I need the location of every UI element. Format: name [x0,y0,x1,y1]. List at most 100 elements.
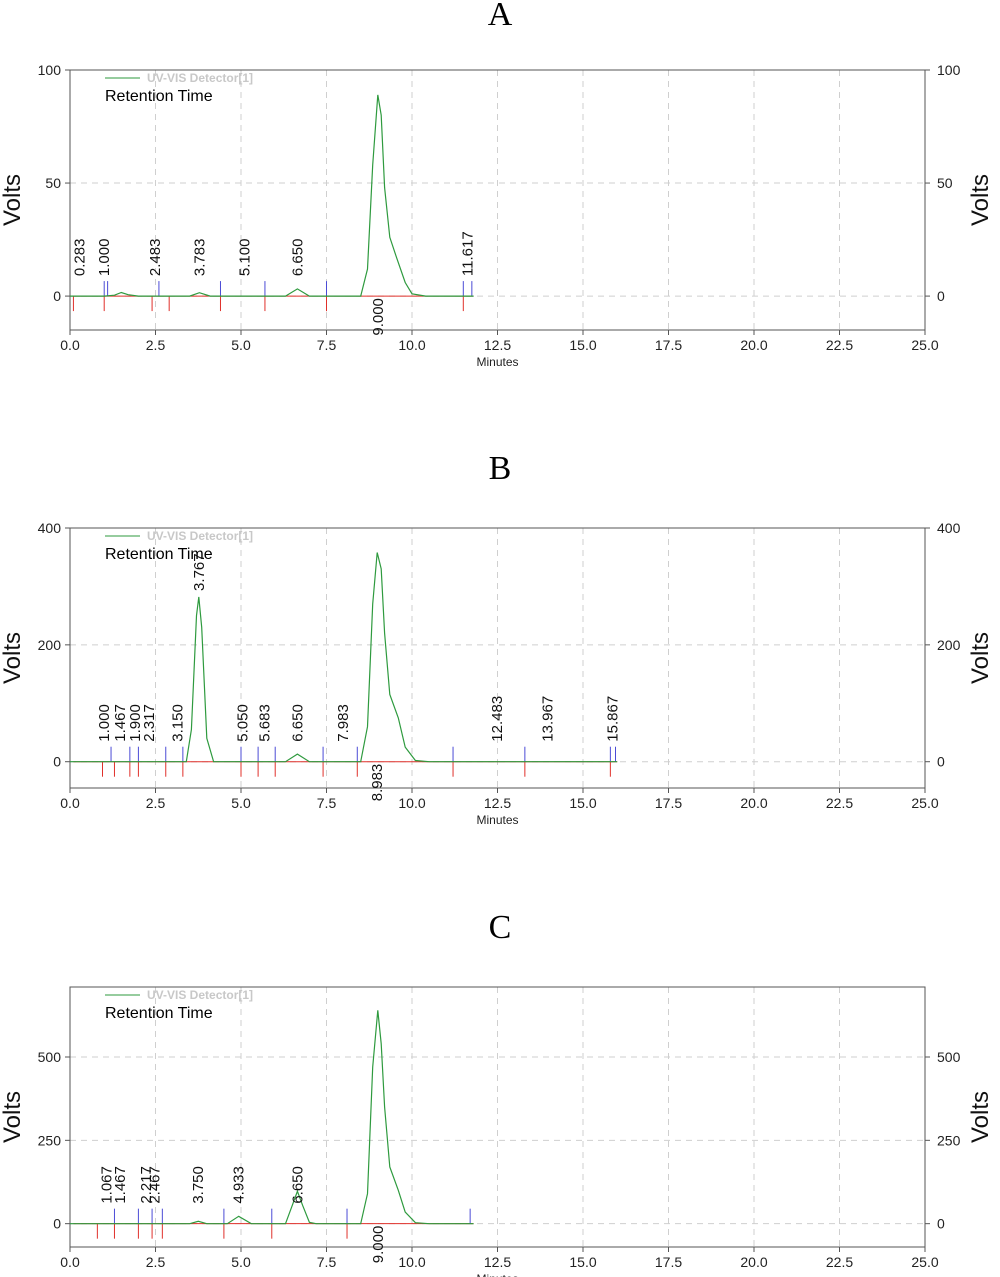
x-tick-label: 12.5 [484,1254,511,1270]
y-axis-label-left: Volts [0,174,26,226]
x-tick-label: 0.0 [60,1254,80,1270]
peak-retention-label: 2.483 [147,239,164,277]
retention-time-label: Retention Time [105,546,213,563]
y-tick-label-right: 250 [937,1132,961,1148]
x-tick-label: 25.0 [911,337,938,353]
peak-retention-label: 1.067 [98,1166,115,1204]
peak-retention-label: 9.000 [370,1226,387,1264]
peak-retention-label: 1.900 [127,704,144,742]
peak-retention-label: 1.000 [96,704,113,742]
x-tick-label: 7.5 [317,795,337,811]
x-axis-label: Minutes [476,355,518,369]
y-tick-label-left: 500 [38,1049,62,1065]
x-tick-label: 5.0 [231,1254,251,1270]
peak-retention-label: 6.650 [289,704,306,742]
chromatogram-trace [70,94,474,297]
peak-retention-label: 1.467 [112,1166,129,1204]
retention-time-label: Retention Time [105,1005,213,1022]
x-tick-label: 2.5 [146,337,166,353]
peak-retention-label: 0.283 [72,239,89,277]
x-tick-label: 15.0 [569,1254,596,1270]
y-tick-label-right: 0 [937,754,945,770]
y-tick-label-right: 0 [937,288,945,304]
y-tick-label-left: 100 [38,62,62,78]
peak-retention-label: 1.467 [112,704,129,742]
y-tick-label-right: 200 [937,637,961,653]
y-tick-label-right: 500 [937,1049,961,1065]
peak-retention-label: 2.317 [141,704,158,742]
x-tick-label: 17.5 [655,795,682,811]
peak-retention-label: 11.617 [459,231,476,276]
x-tick-label: 5.0 [231,337,251,353]
peak-retention-label: 3.783 [191,239,208,277]
x-tick-label: 25.0 [911,1254,938,1270]
x-tick-label: 10.0 [398,795,425,811]
peak-retention-label: 4.933 [231,1166,248,1204]
peak-retention-label: 9.000 [370,298,387,336]
peak-retention-label: 15.867 [605,696,622,742]
x-tick-label: 22.5 [826,337,853,353]
legend-label: UV-VIS Detector[1] [147,529,253,543]
peak-retention-label: 1.000 [96,239,113,277]
x-tick-label: 17.5 [655,1254,682,1270]
peak-retention-label: 3.150 [170,704,187,742]
x-tick-label: 10.0 [398,1254,425,1270]
y-axis-label-left: Volts [0,1091,26,1143]
chromatogram-a: 0.0 2.5 5.0 7.5 10.0 12.5 15.0 17.5 20.0 22.5 25.0… [0,62,994,369]
chromatogram-b: 0.0 2.5 5.0 7.5 10.0 12.5 15.0 17.5 20.0 22.5 25.0… [0,520,994,827]
y-tick-label-left: 0 [53,288,61,304]
x-tick-label: 22.5 [826,795,853,811]
peak-retention-label: 5.683 [256,704,273,742]
x-tick-label: 15.0 [569,337,596,353]
x-tick-label: 10.0 [398,337,425,353]
y-tick-label-left: 250 [38,1132,62,1148]
x-axis-label: Minutes [476,813,518,827]
y-tick-label-right: 0 [937,1216,945,1232]
x-tick-label: 20.0 [740,337,767,353]
peak-retention-label: 3.767 [191,553,208,591]
y-tick-label-left: 0 [53,754,61,770]
peak-retention-label: 7.983 [335,704,352,742]
peak-retention-label: 13.967 [540,696,557,742]
y-tick-label-left: 200 [38,637,62,653]
x-axis-label: Minutes [476,1272,518,1277]
x-tick-label: 17.5 [655,337,682,353]
x-tick-label: 7.5 [317,337,337,353]
peak-retention-label: 5.100 [236,239,253,277]
x-tick-label: 2.5 [146,1254,166,1270]
y-axis-label-right: Volts [967,1091,994,1143]
peak-retention-label: 12.483 [489,696,506,742]
retention-time-label: Retention Time [105,88,213,105]
y-axis-label-right: Volts [967,632,994,684]
chromatogram-c: 0.0 2.5 5.0 7.5 10.0 12.5 15.0 17.5 20.0 22.5 25.0… [0,986,994,1277]
x-tick-label: 0.0 [60,337,80,353]
y-axis-label-right: Volts [967,174,994,226]
y-tick-label-left: 0 [53,1216,61,1232]
panel-title-b: B [488,450,512,487]
x-tick-label: 15.0 [569,795,596,811]
y-tick-label-right: 400 [937,520,961,536]
y-tick-label-right: 50 [937,175,953,191]
x-tick-label: 7.5 [317,1254,337,1270]
legend-label: UV-VIS Detector[1] [147,71,253,85]
y-tick-label-left: 400 [38,520,62,536]
x-tick-label: 5.0 [231,795,251,811]
panel-title-c: C [488,909,512,946]
y-tick-label-left: 50 [45,175,61,191]
legend-label: UV-VIS Detector[1] [147,988,253,1002]
y-axis-label-left: Volts [0,632,26,684]
peak-retention-label: 2.467 [146,1166,163,1204]
panel-title-a: A [487,0,513,33]
peak-retention-label: 6.650 [289,239,306,277]
x-tick-label: 20.0 [740,795,767,811]
peak-retention-label: 5.050 [235,704,252,742]
x-tick-label: 12.5 [484,795,511,811]
x-tick-label: 12.5 [484,337,511,353]
x-tick-label: 20.0 [740,1254,767,1270]
x-tick-label: 0.0 [60,795,80,811]
peak-retention-label: 3.750 [190,1166,207,1204]
peak-retention-label: 8.983 [369,764,386,802]
peak-retention-label: 2.217 [138,1166,155,1204]
x-tick-label: 25.0 [911,795,938,811]
y-tick-label-right: 100 [937,62,961,78]
